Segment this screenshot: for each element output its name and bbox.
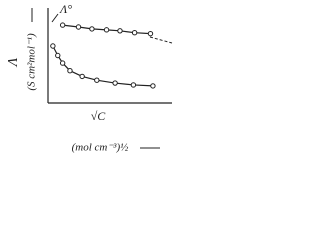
x-unit: (mol cm⁻³)½ [72, 142, 129, 154]
y-unit: (S cm²mol⁻¹) [26, 33, 38, 91]
point [89, 26, 95, 32]
x-label: √C [91, 109, 107, 123]
point [50, 43, 56, 49]
page: Λ° Λ (S cm²mol⁻¹) √C (mol cm⁻³)½ (() => … [6, 1, 173, 154]
point [94, 77, 100, 83]
annotation-pointer [51, 13, 59, 23]
annotation: Λ° [59, 2, 72, 16]
point [59, 22, 66, 28]
point [103, 27, 110, 33]
point [67, 68, 73, 74]
point [117, 28, 123, 34]
extrapolation [149, 36, 173, 44]
point [55, 52, 61, 59]
point [112, 80, 118, 86]
point [147, 30, 154, 37]
point [130, 82, 137, 88]
point [150, 83, 156, 89]
point [59, 60, 66, 66]
point [75, 24, 82, 30]
chart: Λ° Λ (S cm²mol⁻¹) √C (mol cm⁻³)½ [6, 2, 173, 154]
point [131, 30, 138, 36]
series-line [52, 45, 153, 87]
point [79, 73, 85, 80]
y-label: Λ [6, 57, 21, 68]
